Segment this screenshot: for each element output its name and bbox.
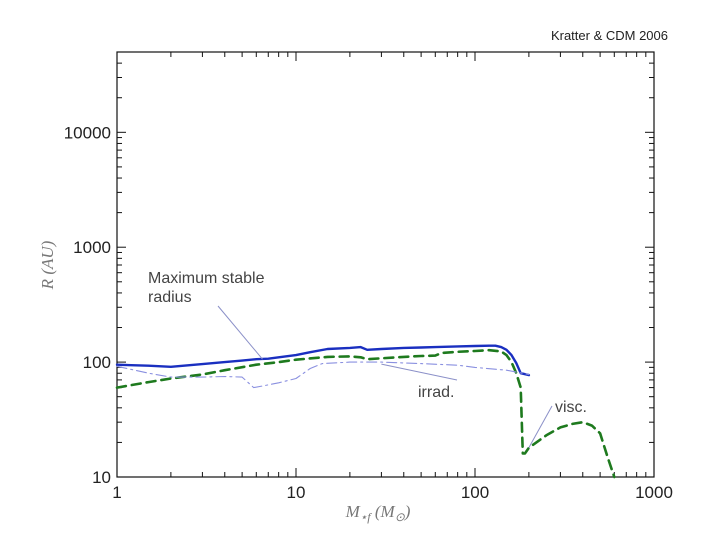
annotation-max-stable-line1: Maximum stable bbox=[148, 270, 265, 287]
x-tick-label: 1 bbox=[112, 483, 121, 502]
series-line-visc bbox=[115, 348, 616, 479]
y-tick-label: 10 bbox=[92, 468, 111, 487]
y-tick-label: 100 bbox=[83, 353, 111, 372]
annotation-max-stable-line2: radius bbox=[148, 289, 192, 306]
annotation-leaders bbox=[217, 305, 553, 448]
x-tick-label: 10 bbox=[287, 483, 306, 502]
annotation-irrad: irrad. bbox=[418, 384, 454, 401]
leader-visc bbox=[528, 405, 553, 448]
plot-frame bbox=[116, 51, 655, 478]
series-layer bbox=[115, 344, 616, 479]
y-axis-label: R (AU) bbox=[38, 240, 57, 290]
series-line-irrad bbox=[116, 361, 530, 389]
leader-max-stable bbox=[217, 305, 263, 360]
annotation-visc: visc. bbox=[555, 399, 587, 416]
x-tick-label: 1000 bbox=[635, 483, 673, 502]
x-axis-label: M⋆f (M⊙) bbox=[345, 502, 411, 524]
credit-text: Kratter & CDM 2006 bbox=[550, 28, 668, 43]
x-tick-label: 100 bbox=[461, 483, 489, 502]
series-line-maximum-stable-radius bbox=[115, 344, 531, 377]
y-tick-label: 10000 bbox=[64, 123, 111, 142]
axis-ticks bbox=[116, 51, 654, 478]
leader-irrad bbox=[381, 363, 458, 381]
y-tick-label: 1000 bbox=[73, 238, 111, 257]
